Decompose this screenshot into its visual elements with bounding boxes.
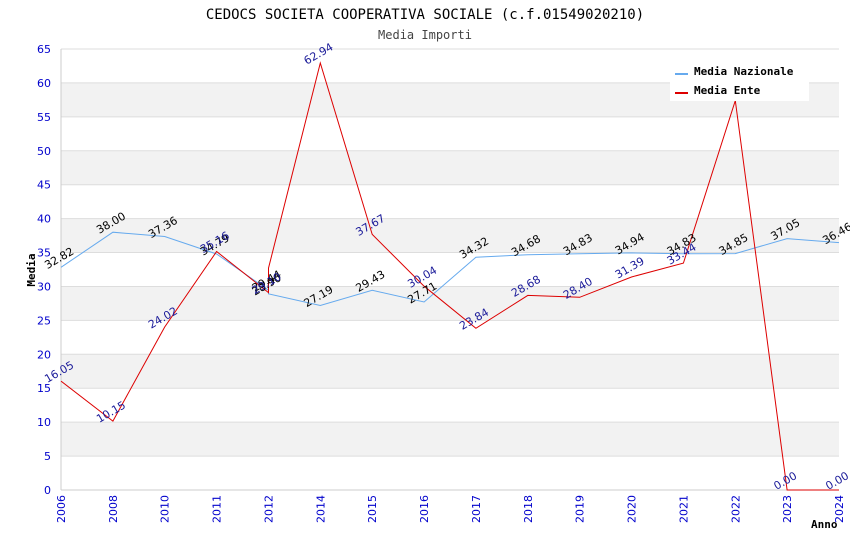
x-tick-label: 2021 [677, 495, 690, 523]
grid-band [61, 218, 839, 253]
x-tick-label: 2015 [366, 495, 379, 523]
x-tick-label: 2024 [833, 495, 846, 523]
x-tick-label: 2012 [262, 495, 275, 523]
x-tick-label: 2014 [314, 495, 327, 523]
y-tick-label: 5 [44, 450, 51, 463]
chart-subtitle: Media Importi [378, 28, 472, 42]
x-tick-labels: 2006 2008 2010 2011 2012 2014 2015 2016 2017 2018… [55, 495, 846, 523]
gridlines [61, 48, 839, 491]
x-tick-label: 2022 [729, 495, 742, 523]
y-axis-label: Media [25, 253, 38, 286]
y-tick-label: 10 [37, 416, 51, 429]
y-tick-label: 30 [37, 280, 51, 293]
x-tick-label: 2018 [522, 495, 535, 523]
legend-box [670, 61, 809, 101]
y-tick-label: 50 [37, 145, 51, 158]
legend-label-naz: Media Nazionale [694, 65, 794, 78]
series-lines [60, 61, 840, 491]
x-tick-label: 2017 [470, 495, 483, 523]
y-tick-label: 20 [37, 348, 51, 361]
series-line-ente [60, 61, 839, 491]
y-tick-label: 60 [37, 77, 51, 90]
y-tick-label: 0 [44, 484, 51, 497]
axes [60, 49, 839, 491]
legend: Media Nazionale Media Ente [670, 61, 809, 101]
x-tick-label: 2020 [626, 495, 639, 523]
grid-bands [61, 49, 839, 490]
grid-band [61, 320, 839, 355]
y-tick-label: 55 [37, 111, 51, 124]
x-tick-label: 2010 [159, 495, 172, 523]
y-tick-label: 15 [37, 382, 51, 395]
x-axis-label: Anno [811, 518, 838, 531]
y-tick-label: 25 [37, 314, 51, 327]
x-tick-label: 2023 [781, 495, 794, 523]
grid-band [61, 252, 839, 287]
x-tick-label: 2008 [107, 495, 120, 523]
grid-band [61, 354, 839, 389]
grid-band [61, 116, 839, 151]
y-tick-label: 35 [37, 247, 51, 260]
grid-band [61, 422, 839, 457]
x-tick-label: 2019 [574, 495, 587, 523]
x-tick-label: 2011 [211, 495, 224, 523]
y-tick-label: 45 [37, 179, 51, 192]
x-tick-label: 2006 [55, 495, 68, 523]
grid-band [61, 184, 839, 219]
grid-band [61, 456, 839, 490]
legend-label-ente: Media Ente [694, 84, 761, 97]
y-tick-label: 65 [37, 43, 51, 56]
y-tick-labels: 0 5 10 15 20 25 30 35 40 45 50 55 60 65 [37, 43, 51, 497]
grid-band [61, 150, 839, 185]
x-tick-label: 2016 [418, 495, 431, 523]
series-line-nazionale [60, 231, 840, 307]
chart-title: CEDOCS SOCIETA COOPERATIVA SOCIALE (c.f.… [206, 7, 644, 23]
y-tick-label: 40 [37, 213, 51, 226]
grid-band [61, 286, 839, 321]
grid-band [61, 388, 839, 423]
